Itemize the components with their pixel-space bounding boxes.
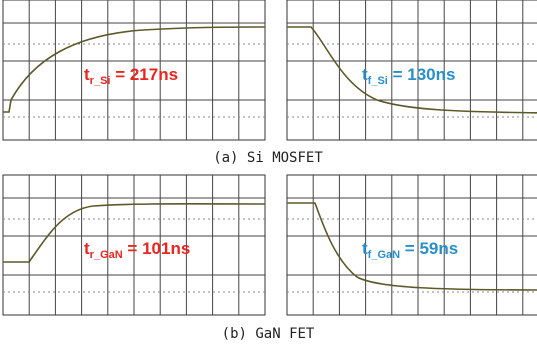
value: = 101ns	[123, 239, 191, 258]
subscript: f_GaN	[368, 249, 400, 261]
value: = 130ns	[388, 65, 456, 84]
caption: (b) GaN FET	[222, 326, 315, 342]
subscript: r_Si	[90, 75, 111, 87]
caption: (a) Si MOSFET	[213, 150, 323, 166]
subscript: r_GaN	[90, 249, 123, 261]
figure: tr_Si = 217ns tf_Si = 130ns tr_GaN = 101…	[0, 0, 537, 351]
subscript: f_Si	[368, 75, 388, 87]
value: = 59ns	[400, 239, 458, 258]
page: tr_Si = 217ns tf_Si = 130ns tr_GaN = 101…	[0, 0, 537, 351]
value: = 217ns	[110, 65, 178, 84]
